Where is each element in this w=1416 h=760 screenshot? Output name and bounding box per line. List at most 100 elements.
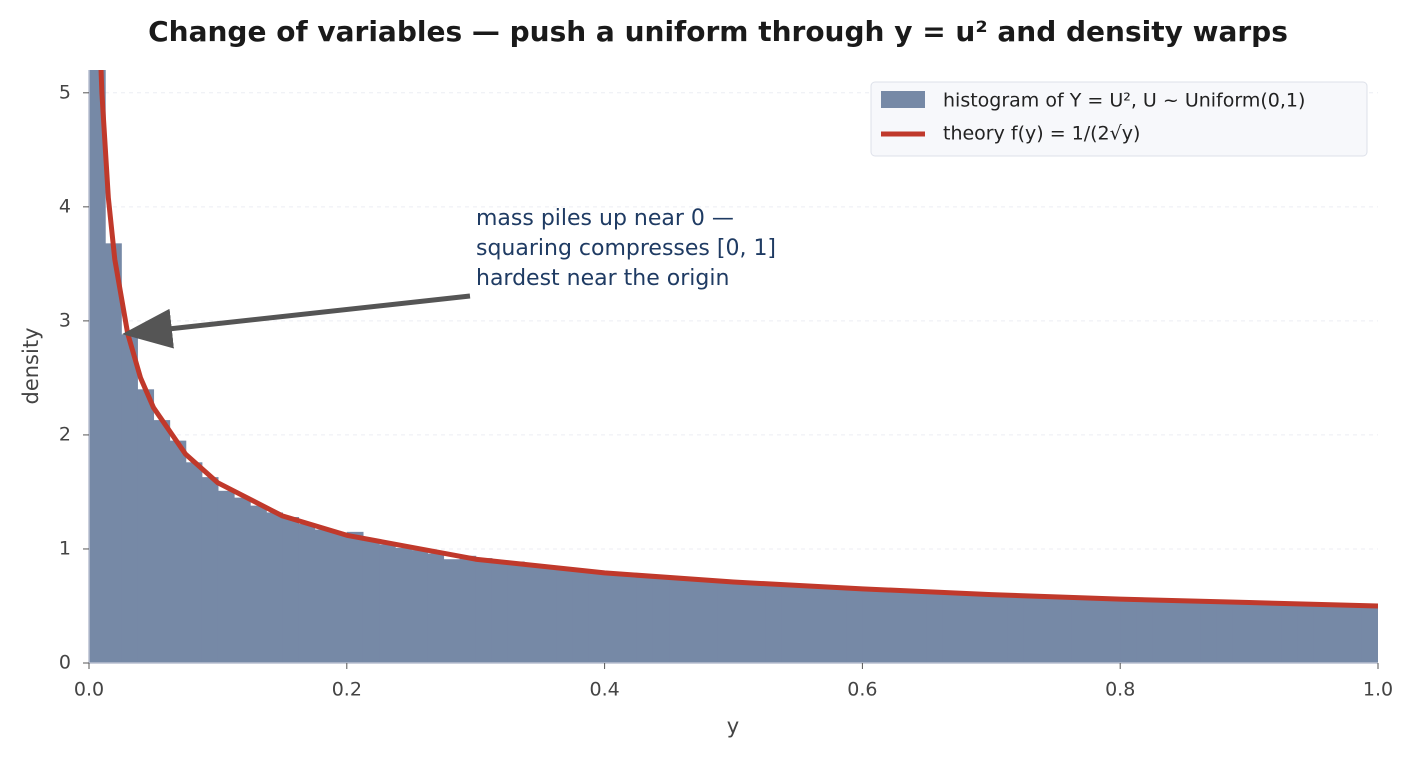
histogram-bar (701, 579, 718, 663)
x-tick-label: 0.0 (74, 679, 104, 701)
chart-title: Change of variables — push a uniform thr… (148, 15, 1288, 48)
x-tick-label: 0.6 (847, 679, 877, 701)
histogram-bar (765, 584, 783, 663)
histogram-bar (1361, 605, 1378, 663)
histogram-bar (346, 531, 364, 663)
histogram-bar (121, 334, 138, 663)
histogram-bar (169, 440, 187, 663)
histogram-bar (1297, 603, 1315, 663)
legend-label: theory f(y) = 1/(2√y) (943, 123, 1140, 145)
histogram-bar (685, 578, 702, 663)
legend: histogram of Y = U², U ~ Uniform(0,1) th… (870, 81, 1368, 157)
histogram-bar (588, 570, 606, 663)
x-tick-label: 1.0 (1363, 679, 1393, 701)
annotation-arrow (122, 293, 471, 349)
histogram-bar (1329, 604, 1347, 663)
histogram-bar (926, 592, 944, 663)
histogram-bar (89, 70, 106, 663)
x-axis-label: y (727, 714, 739, 738)
histogram-bar (636, 575, 654, 663)
y-tick-label: 3 (59, 309, 71, 331)
theory-curve (98, 70, 1378, 609)
annotation: mass piles up near 0 — squaring compress… (122, 206, 776, 349)
plot-area (89, 70, 1378, 663)
y-tick-label: 1 (59, 537, 71, 559)
histogram-bar (991, 594, 1009, 663)
histogram-bar (379, 544, 396, 663)
histogram-bar (814, 586, 831, 663)
histogram-bar (507, 561, 525, 663)
histogram-bar (830, 587, 847, 663)
y-tick-label: 4 (59, 195, 71, 217)
legend-swatch (881, 91, 925, 108)
histogram-bar (330, 532, 348, 663)
histogram-bar (298, 523, 316, 663)
histogram-bar (137, 389, 155, 663)
histogram-bar (314, 529, 332, 663)
histogram-bar (652, 576, 670, 663)
histogram-bar (1281, 603, 1299, 663)
legend-box (870, 81, 1368, 157)
histogram-bar (604, 571, 622, 663)
x-tick-label: 0.4 (589, 679, 619, 701)
annotation-line: hardest near the origin (476, 266, 729, 291)
histogram-bar (1232, 602, 1250, 663)
histogram-bar (894, 590, 912, 663)
histogram-bar (878, 590, 896, 663)
histogram-bar (201, 477, 219, 663)
histogram-bar (749, 583, 767, 663)
histogram-bar (1313, 604, 1331, 663)
histogram-bar (717, 580, 735, 663)
histogram-bar (266, 512, 283, 663)
histogram-bar (1249, 602, 1266, 663)
histogram-bar (524, 563, 541, 663)
x-tick-label: 0.2 (332, 679, 362, 701)
histogram-bar (975, 593, 992, 663)
histogram-bar (427, 553, 445, 663)
histogram-bar (781, 584, 799, 663)
histogram-bar (540, 566, 557, 663)
histogram-bar (1216, 601, 1234, 663)
annotation-line: mass piles up near 0 — (476, 206, 734, 231)
histogram-bar (942, 592, 960, 663)
histogram-bar (395, 547, 412, 663)
axes: 0 1 2 3 4 5 0.0 0.2 0.4 0.6 0.8 1.0 (59, 70, 1393, 701)
annotation-line: squaring compresses [0, 1] (476, 236, 776, 261)
histogram-bar (217, 490, 235, 663)
histogram-bar (250, 505, 267, 663)
histogram-bar (910, 591, 928, 663)
histogram-bar (556, 567, 573, 663)
histogram-bar (1104, 597, 1121, 663)
y-tick-label: 2 (59, 423, 71, 445)
histogram-bar (105, 243, 122, 663)
y-tick-label: 0 (59, 652, 71, 674)
histogram-bar (959, 593, 976, 663)
x-tick-label: 0.8 (1105, 679, 1135, 701)
histogram-bar (1265, 602, 1282, 663)
histogram-bar (362, 540, 380, 663)
histogram-bar (153, 420, 171, 663)
histogram-bar (1136, 599, 1154, 663)
histogram-bar (491, 560, 509, 663)
histogram-bar (572, 569, 590, 663)
histogram-bar (1120, 599, 1137, 663)
histogram-bar (475, 558, 493, 663)
histogram-bar (443, 559, 461, 663)
histogram-bar (733, 582, 751, 663)
histogram-bar (1007, 595, 1025, 663)
histogram-bar (411, 550, 428, 663)
histogram-bar (1152, 600, 1170, 663)
histogram-bar (1200, 601, 1218, 663)
histogram-bar (862, 588, 880, 663)
histogram-bar (1023, 595, 1041, 663)
histogram-bar (1184, 601, 1202, 663)
histogram-bar (282, 517, 300, 663)
y-tick-label: 5 (59, 81, 71, 103)
histogram-bar (1345, 604, 1363, 663)
histogram-bar (669, 577, 686, 663)
histogram-bar (1055, 596, 1073, 663)
histogram-bar (1168, 600, 1186, 663)
histogram-bar (1087, 597, 1105, 663)
histogram-bar (459, 555, 477, 663)
